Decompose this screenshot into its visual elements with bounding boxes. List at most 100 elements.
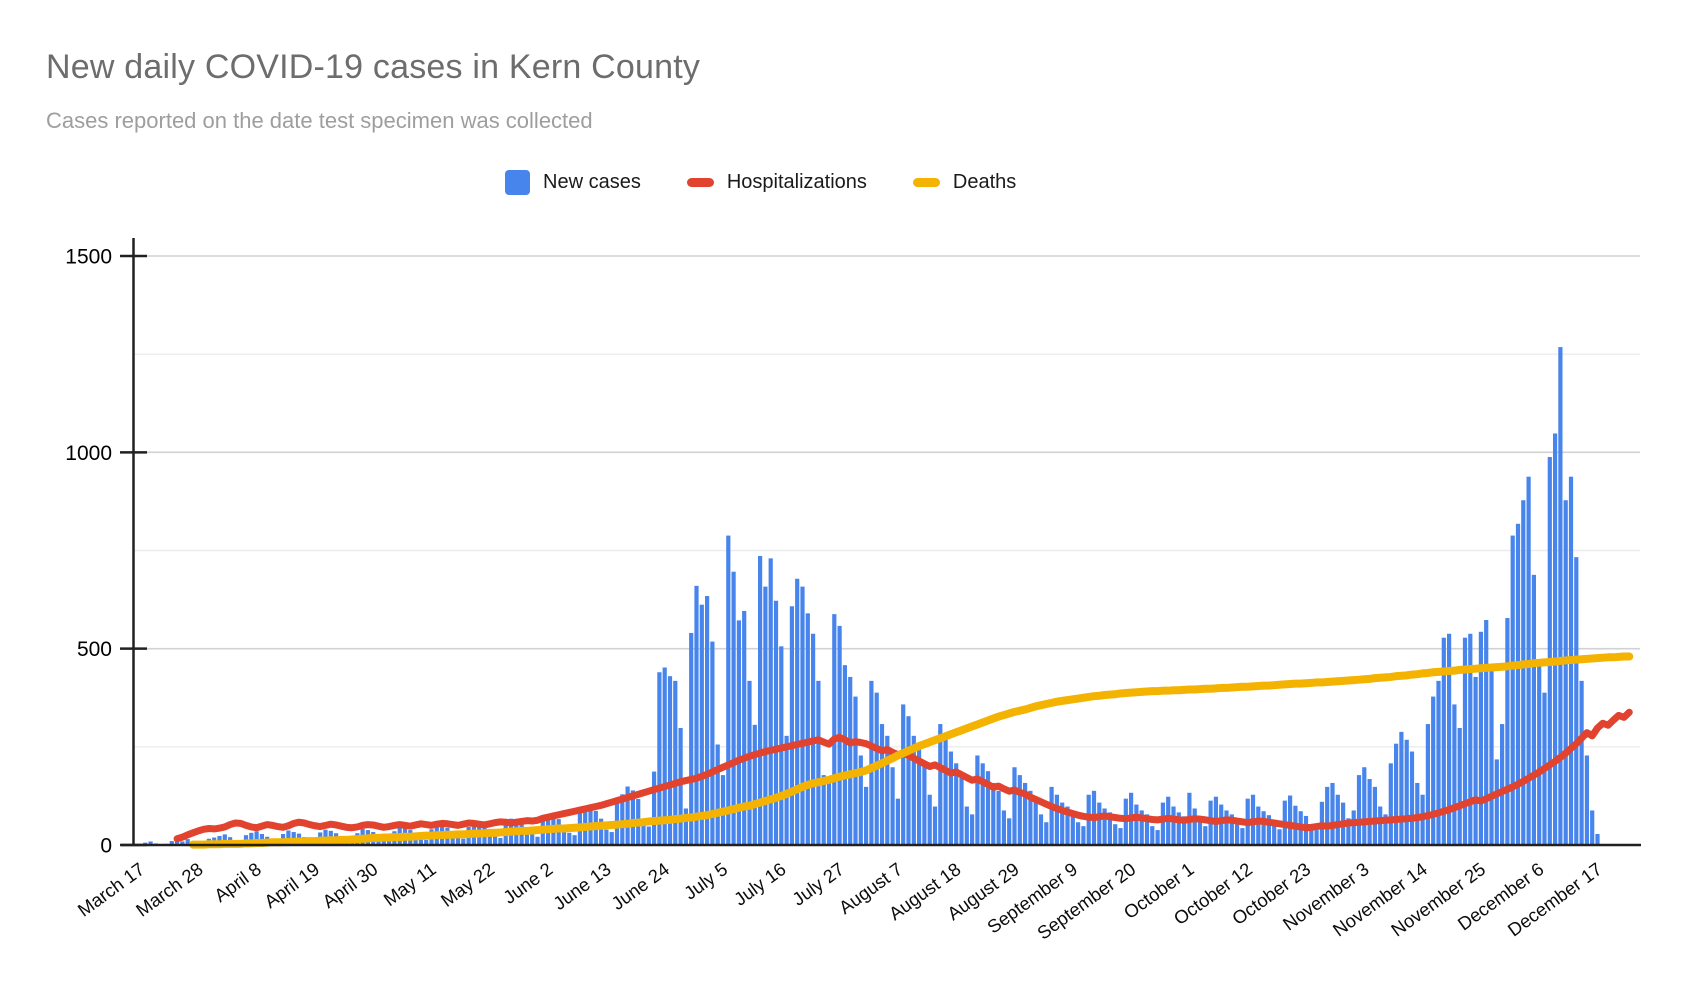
bar	[487, 829, 492, 845]
bar	[1425, 724, 1430, 845]
bar	[991, 782, 996, 845]
bar	[620, 794, 625, 845]
bar	[678, 727, 683, 845]
bar	[1113, 824, 1118, 845]
bar	[773, 600, 779, 845]
bar	[630, 790, 635, 845]
bar	[1457, 727, 1462, 845]
bar	[1383, 814, 1388, 845]
bar	[1558, 347, 1563, 845]
bar	[816, 680, 821, 845]
bar	[1134, 804, 1139, 845]
bar	[1171, 806, 1176, 845]
legend-item-new-cases[interactable]: New cases	[505, 169, 641, 195]
bar	[1155, 830, 1160, 845]
bar	[1510, 535, 1515, 845]
bar	[980, 763, 985, 845]
bar	[858, 755, 863, 845]
legend-swatch-line	[912, 177, 940, 187]
bar	[1356, 775, 1362, 845]
bar	[954, 763, 959, 845]
bar	[1335, 794, 1340, 845]
bar	[1478, 631, 1483, 845]
chart-subtitle: Cases reported on the date test specimen…	[46, 108, 593, 133]
bar	[424, 839, 429, 845]
bar	[461, 838, 466, 845]
bar	[1394, 743, 1399, 845]
bar	[1531, 574, 1536, 845]
bar	[1447, 633, 1452, 845]
bar	[609, 832, 614, 845]
bar	[418, 838, 423, 845]
bar	[710, 641, 715, 845]
bar	[1351, 810, 1356, 845]
bar	[1054, 794, 1059, 845]
bar	[1500, 724, 1505, 845]
bar	[1277, 829, 1282, 845]
bar	[885, 735, 890, 845]
bar	[641, 821, 646, 845]
bar	[795, 578, 800, 845]
bar	[1436, 680, 1441, 845]
bar	[1240, 828, 1245, 845]
x-tick-label: June 2	[499, 858, 556, 908]
bar	[1065, 806, 1070, 845]
bar	[524, 827, 529, 845]
x-tick-label: May 11	[380, 858, 440, 910]
legend-item-deaths[interactable]: Deaths	[912, 171, 1016, 194]
bar	[1224, 810, 1229, 845]
bar	[985, 771, 991, 845]
bar	[1521, 500, 1526, 845]
bar	[1235, 824, 1240, 845]
bar	[1203, 826, 1208, 845]
bar	[1097, 802, 1102, 845]
bar	[1330, 782, 1335, 845]
bar	[1219, 804, 1224, 845]
axes	[120, 238, 1641, 847]
bar	[1362, 767, 1367, 845]
bar	[1367, 779, 1372, 845]
bar	[1007, 818, 1012, 845]
bar	[1378, 806, 1383, 845]
gridlines	[134, 255, 1640, 748]
bar	[1515, 523, 1521, 845]
bar	[175, 839, 180, 845]
bar	[1325, 786, 1330, 845]
bar	[705, 596, 710, 845]
legend: New cases Hospitalizations Deaths	[505, 167, 1016, 197]
bar	[1266, 815, 1271, 845]
chart-title: New daily COVID-19 cases in Kern County	[46, 48, 701, 86]
bar	[1001, 810, 1006, 845]
legend-swatch-line	[686, 177, 714, 187]
bar	[699, 604, 704, 845]
bar	[1468, 633, 1473, 845]
bar	[948, 751, 953, 845]
bar	[599, 818, 604, 845]
bar	[747, 680, 752, 845]
bar	[561, 824, 567, 845]
bar	[1182, 816, 1187, 845]
bar	[1107, 812, 1112, 845]
bar	[1462, 637, 1468, 845]
bar	[959, 775, 964, 845]
bar	[895, 798, 900, 845]
bar	[932, 806, 938, 845]
bar	[901, 704, 906, 845]
legend-item-hospitalizations[interactable]: Hospitalizations	[686, 171, 867, 194]
bar	[1590, 810, 1595, 845]
bar	[1595, 834, 1600, 845]
bar	[1399, 731, 1404, 845]
bar	[752, 724, 757, 845]
bar	[180, 841, 185, 845]
bar	[911, 735, 916, 845]
x-tick-label: June 24	[607, 858, 673, 914]
bar	[387, 840, 392, 845]
bar	[864, 786, 869, 845]
bar	[1176, 812, 1181, 845]
bar	[1484, 620, 1489, 845]
bar	[1431, 696, 1436, 845]
x-tick-label: June 13	[549, 858, 615, 914]
bar	[726, 535, 731, 845]
bar	[1441, 637, 1446, 845]
x-tick-label: May 22	[437, 858, 498, 911]
